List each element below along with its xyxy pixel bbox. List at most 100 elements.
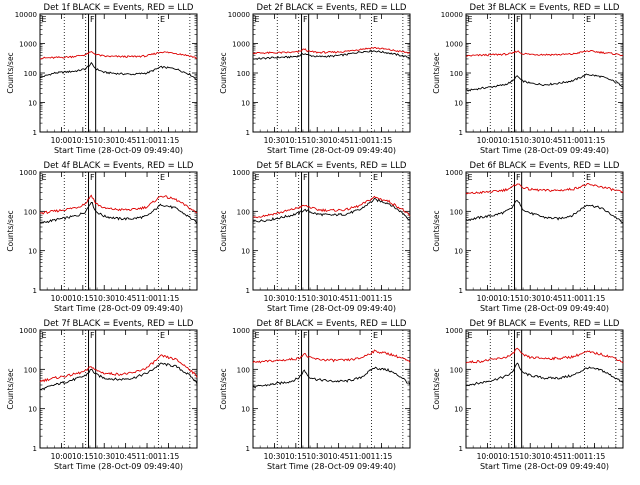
y-tick-label: 100 bbox=[450, 70, 463, 78]
panel-det-1: Det 1f BLACK = Events, RED = LLD 1 10 100 10… bbox=[6, 3, 198, 155]
x-tick-label: 10:00 bbox=[51, 294, 73, 303]
y-tick-label: 1000 bbox=[445, 327, 463, 335]
y-axis-label: Counts/sec bbox=[432, 210, 441, 251]
x-tick-label: 10:15 bbox=[285, 452, 307, 461]
series-line-lld bbox=[39, 354, 198, 383]
x-tick-label: 10:30 bbox=[306, 452, 328, 461]
x-axis-label: Start Time (28-Oct-09 09:49:40) bbox=[54, 462, 183, 471]
interval-marker-label: E bbox=[255, 15, 260, 24]
y-tick-label: 10 bbox=[241, 100, 250, 108]
panel-det-5: Det 5f BLACK = Events, RED = LLD 1 10 100 10… bbox=[219, 161, 411, 313]
y-tick-label: 10000 bbox=[441, 11, 463, 19]
x-tick-label: 10:00 bbox=[477, 452, 499, 461]
y-tick-label: 100 bbox=[237, 70, 250, 78]
interval-marker-label: E bbox=[255, 331, 260, 340]
series-line-events bbox=[465, 200, 624, 223]
x-tick-label: 11:00 bbox=[562, 136, 584, 145]
y-tick-label: 1000 bbox=[19, 327, 37, 335]
interval-marker-label: E bbox=[160, 173, 165, 182]
plot-frame bbox=[252, 171, 411, 291]
plot-frame bbox=[39, 329, 198, 449]
x-axis-label: Start Time (28-Oct-09 09:49:40) bbox=[480, 304, 609, 313]
panel-det-9: Det 9f BLACK = Events, RED = LLD 1 10 100 10… bbox=[432, 319, 624, 471]
x-tick-label: 11:15 bbox=[584, 136, 606, 145]
x-tick-label: 11:00 bbox=[562, 452, 584, 461]
x-tick-label: 11:15 bbox=[158, 294, 180, 303]
x-tick-label: 10:15 bbox=[72, 294, 94, 303]
panel-det-4: Det 4f BLACK = Events, RED = LLD 1 10 100 10… bbox=[6, 161, 198, 313]
y-tick-label: 1000 bbox=[232, 169, 250, 177]
x-tick-label: 10:30 bbox=[306, 136, 328, 145]
panel-title: Det 6f BLACK = Events, RED = LLD bbox=[470, 161, 620, 171]
x-tick-label: 11:15 bbox=[158, 136, 180, 145]
y-tick-label: 1 bbox=[33, 129, 37, 137]
panel-title: Det 2f BLACK = Events, RED = LLD bbox=[257, 3, 407, 13]
x-tick-label: 10:00 bbox=[51, 136, 73, 145]
x-tick-label: 10:45 bbox=[115, 452, 137, 461]
interval-marker-label: E bbox=[586, 15, 591, 24]
panel-title: Det 9f BLACK = Events, RED = LLD bbox=[470, 319, 620, 329]
x-tick-label: 10:15 bbox=[72, 452, 94, 461]
y-tick-label: 10 bbox=[454, 406, 463, 414]
interval-marker-label: F bbox=[516, 331, 521, 340]
x-tick-label: 10:45 bbox=[328, 136, 350, 145]
y-tick-label: 10 bbox=[454, 100, 463, 108]
y-tick-label: 100 bbox=[450, 366, 463, 374]
interval-marker-label: F bbox=[303, 331, 308, 340]
y-tick-label: 1 bbox=[33, 445, 37, 453]
x-tick-label: 10:45 bbox=[541, 452, 563, 461]
y-axis-label: Counts/sec bbox=[6, 210, 15, 251]
panel-det-6: Det 6f BLACK = Events, RED = LLD 1 10 100 10… bbox=[432, 161, 624, 313]
series-line-events bbox=[252, 197, 411, 223]
interval-marker-label: F bbox=[516, 173, 521, 182]
panel-det-2: Det 2f BLACK = Events, RED = LLD 1 10 100 10… bbox=[219, 3, 411, 155]
interval-marker-label: E bbox=[42, 173, 47, 182]
interval-marker-label: F bbox=[516, 15, 521, 24]
x-tick-label: 10:15 bbox=[285, 294, 307, 303]
x-tick-label: 10:00 bbox=[477, 136, 499, 145]
x-tick-label: 10:30 bbox=[264, 294, 286, 303]
x-axis-label: Start Time (28-Oct-09 09:49:40) bbox=[54, 146, 183, 155]
x-tick-label: 10:45 bbox=[115, 136, 137, 145]
x-tick-label: 10:15 bbox=[498, 294, 520, 303]
x-tick-label: 10:30 bbox=[93, 452, 115, 461]
x-tick-label: 11:00 bbox=[349, 452, 371, 461]
series-line-events bbox=[39, 61, 198, 81]
interval-marker-label: F bbox=[90, 15, 95, 24]
plot-frame bbox=[252, 13, 411, 133]
series-line-lld bbox=[39, 50, 198, 60]
x-tick-label: 11:00 bbox=[136, 294, 158, 303]
panel-title: Det 4f BLACK = Events, RED = LLD bbox=[44, 161, 194, 171]
y-tick-label: 1000 bbox=[445, 169, 463, 177]
plot-frame bbox=[465, 329, 624, 449]
y-tick-label: 1 bbox=[246, 287, 250, 295]
x-tick-label: 11:00 bbox=[136, 136, 158, 145]
y-tick-label: 10 bbox=[241, 406, 250, 414]
series-line-lld bbox=[465, 347, 624, 364]
panel-title: Det 8f BLACK = Events, RED = LLD bbox=[257, 319, 407, 329]
x-tick-label: 10:45 bbox=[541, 136, 563, 145]
plot-frame bbox=[465, 13, 624, 133]
interval-marker-label: E bbox=[255, 173, 260, 182]
x-axis-label: Start Time (28-Oct-09 09:49:40) bbox=[54, 304, 183, 313]
y-tick-label: 100 bbox=[237, 366, 250, 374]
y-tick-label: 10000 bbox=[228, 11, 250, 19]
x-tick-label: 10:30 bbox=[264, 136, 286, 145]
x-tick-label: 10:30 bbox=[93, 136, 115, 145]
y-tick-label: 10 bbox=[28, 100, 37, 108]
series-line-events bbox=[39, 362, 198, 391]
x-tick-label: 11:15 bbox=[371, 452, 393, 461]
interval-marker-label: F bbox=[303, 173, 308, 182]
y-axis-label: Counts/sec bbox=[432, 368, 441, 409]
y-tick-label: 1 bbox=[459, 445, 463, 453]
panel-title: Det 1f BLACK = Events, RED = LLD bbox=[44, 3, 194, 13]
y-tick-label: 100 bbox=[24, 208, 37, 216]
x-tick-label: 11:00 bbox=[349, 294, 371, 303]
x-axis-label: Start Time (28-Oct-09 09:49:40) bbox=[267, 304, 396, 313]
x-tick-label: 11:15 bbox=[158, 452, 180, 461]
series-line-events bbox=[252, 49, 411, 60]
x-tick-label: 11:00 bbox=[562, 294, 584, 303]
x-tick-label: 10:15 bbox=[285, 136, 307, 145]
x-tick-label: 10:30 bbox=[93, 294, 115, 303]
